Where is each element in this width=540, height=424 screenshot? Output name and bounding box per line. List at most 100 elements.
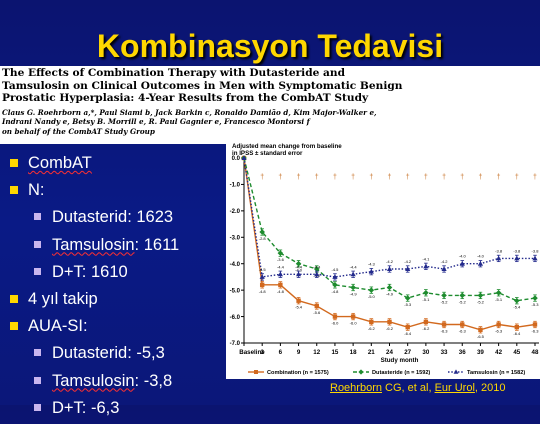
bullet-text: 4 yıl takip xyxy=(28,289,98,308)
x-tick-label: 3 xyxy=(260,349,264,356)
paper-title-line: Tamsulosin on Clinical Outcomes in Men w… xyxy=(2,79,403,92)
citation-part: CG, et al, xyxy=(381,382,435,394)
data-label: -4.4 xyxy=(295,264,303,269)
sub-bullet-item: D+T: 1610 xyxy=(8,261,228,288)
sub-bullet-item: Dutasterid: -5,3 xyxy=(8,342,228,369)
significance-marker: † xyxy=(278,174,282,181)
bullet-marker-icon xyxy=(34,213,41,221)
data-label: -4.2 xyxy=(404,259,412,264)
bullet-text: CombAT xyxy=(28,154,92,172)
bullet-list: CombAT N: Dutasterid: 1623 Tamsulosin: 1611… xyxy=(8,152,228,424)
paper-header: The Effects of Combination Therapy with … xyxy=(0,66,540,144)
data-label: -2.8 xyxy=(259,236,267,241)
chart-panel: Adjusted mean change from baseline in IPS… xyxy=(226,142,540,379)
bullet-item: CombAT xyxy=(8,152,228,179)
data-label: -5.1 xyxy=(495,297,503,302)
data-label: -4.8 xyxy=(259,289,267,294)
significance-marker: † xyxy=(351,174,355,181)
x-tick-label: 12 xyxy=(313,349,320,356)
x-tick-label: Baseline xyxy=(239,349,265,356)
significance-marker: † xyxy=(315,174,319,181)
bullet-text: Dutasterid: 1623 xyxy=(52,208,174,227)
sub-bullet-item: Tamsulosin: -3,8 xyxy=(8,370,228,397)
data-label: -4.2 xyxy=(441,259,449,264)
data-label: -4.0 xyxy=(477,254,485,259)
x-tick-label: 30 xyxy=(422,349,429,356)
bullet-text: Tamsulosin xyxy=(52,371,135,390)
data-label: -4.8 xyxy=(277,289,285,294)
slide-title: Kombinasyon Tedavisi xyxy=(96,28,444,64)
paper-title-line: Prostatic Hyperplasia: 4-Year Results fr… xyxy=(2,92,369,105)
significance-marker: † xyxy=(369,174,373,181)
data-label: -4.0 xyxy=(295,268,303,273)
citation-part: Eur Urol xyxy=(434,382,475,394)
bullet-text: D+T: 1610 xyxy=(52,262,128,281)
data-label: -4.4 xyxy=(277,264,285,269)
bullet-text: D+T: -6,3 xyxy=(52,398,120,417)
data-label: -6.2 xyxy=(422,326,430,331)
bullet-marker-icon xyxy=(34,349,41,357)
significance-marker: † xyxy=(297,174,301,181)
data-label: -3.8 xyxy=(532,248,540,253)
series-line xyxy=(243,157,536,331)
x-tick-label: 18 xyxy=(350,349,357,356)
bullet-text: : 1611 xyxy=(134,235,180,254)
series-marker xyxy=(241,155,247,160)
x-axis-label: Study month xyxy=(381,357,419,364)
significance-marker: † xyxy=(424,174,428,181)
data-label: -4.4 xyxy=(313,264,321,269)
significance-marker: † xyxy=(478,174,482,181)
data-label: -4.3 xyxy=(368,262,376,267)
significance-marker: † xyxy=(497,174,501,181)
data-label: -5.1 xyxy=(422,297,430,302)
data-label: -5.4 xyxy=(513,305,521,310)
bullet-marker-icon xyxy=(10,322,18,331)
x-tick-label: 9 xyxy=(297,349,301,356)
data-label: -5.0 xyxy=(368,294,376,299)
bullet-marker-icon xyxy=(10,186,18,195)
data-label: -4.5 xyxy=(331,267,339,272)
data-label: -4.4 xyxy=(350,264,358,269)
sub-bullet-item: D+T: -6,3 xyxy=(8,397,228,424)
x-tick-label: 24 xyxy=(386,349,393,356)
bullet-text: Tamsulosin xyxy=(52,235,135,254)
bullet-text: Dutasterid: -5,3 xyxy=(52,344,165,363)
data-label: -6.3 xyxy=(532,329,540,334)
bullet-marker-icon xyxy=(34,376,41,384)
data-label: -6.4 xyxy=(513,331,521,336)
data-label: -5.4 xyxy=(295,305,303,310)
x-tick-label: 27 xyxy=(404,349,411,356)
data-label: -4.2 xyxy=(386,259,394,264)
bullet-marker-icon xyxy=(10,294,18,303)
legend-label: Combination (n = 1575) xyxy=(267,370,329,376)
x-tick-label: 21 xyxy=(368,349,375,356)
y-tick-label: -1.0 xyxy=(230,183,241,189)
citation-part: , 2010 xyxy=(474,382,506,394)
y-tick-label: -7.0 xyxy=(230,341,241,347)
data-label: -4.0 xyxy=(459,254,467,259)
paper-author-line: on behalf of the CombAT Study Group xyxy=(2,126,155,136)
data-label: -5.2 xyxy=(459,299,467,304)
legend-marker xyxy=(254,370,258,374)
x-tick-label: 36 xyxy=(459,349,466,356)
significance-marker: † xyxy=(333,174,337,181)
paper-author-line: Indrani Nandy e, Betsy B. Morrill e, R. … xyxy=(2,117,310,127)
bullet-item: N: xyxy=(8,179,228,206)
legend-label: Tamsulosin (n = 1582) xyxy=(467,370,525,376)
significance-marker: † xyxy=(460,174,464,181)
data-label: -4.8 xyxy=(331,289,339,294)
y-axis-label: Adjusted mean change from baseline xyxy=(232,143,342,150)
data-label: -5.3 xyxy=(532,302,540,307)
y-tick-label: -6.0 xyxy=(230,315,241,321)
bullet-item: AUA-SI: xyxy=(8,315,228,342)
data-label: -4.1 xyxy=(422,256,430,261)
data-label: -3.8 xyxy=(513,248,521,253)
data-label: -3.6 xyxy=(277,257,285,262)
bullet-item: 4 yıl takip xyxy=(8,288,228,315)
x-tick-label: 42 xyxy=(495,349,502,356)
x-tick-label: 33 xyxy=(441,349,448,356)
significance-marker: † xyxy=(515,174,519,181)
x-tick-label: 39 xyxy=(477,349,484,356)
data-label: -6.2 xyxy=(368,326,376,331)
